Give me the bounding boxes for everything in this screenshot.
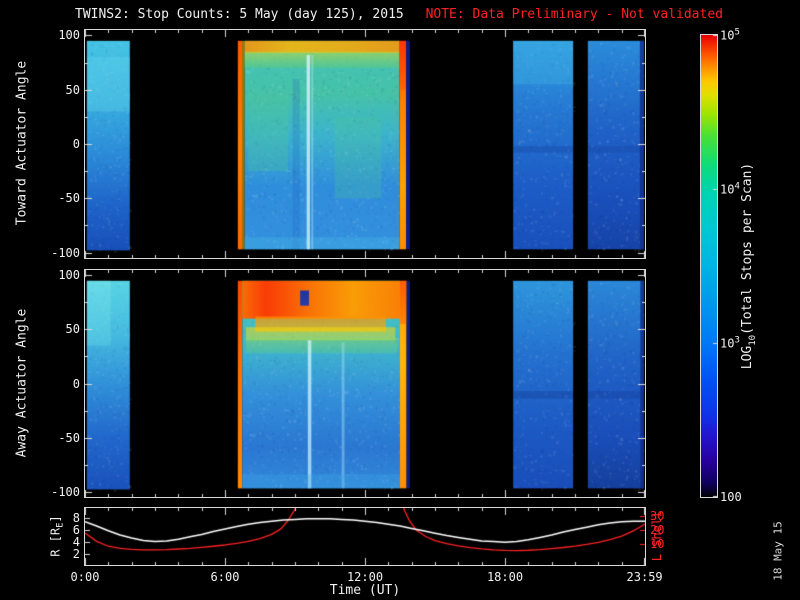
angle-tick-label: 50 (65, 322, 80, 337)
toward-axis-label: Toward Actuator Angle (14, 60, 30, 226)
time-tick-label: 0:00 (70, 570, 100, 584)
angle-tick-label: 100 (58, 28, 80, 43)
time-tick-label: 18:00 (486, 570, 524, 584)
r-tick-label: 2 (72, 547, 80, 562)
orbit-line-panel (84, 507, 646, 566)
colorbar-tick-label: 105 (720, 27, 740, 43)
colorbar-tick-label: 100 (720, 490, 742, 504)
angle-tick-label: 0 (72, 137, 80, 151)
time-tick-label: 23:59 (626, 570, 663, 584)
angle-tick-label: 0 (72, 376, 80, 391)
r-tick-label: 4 (72, 535, 80, 550)
r-axis-label-sub: E (55, 522, 66, 528)
r-tick-label: 6 (72, 523, 80, 538)
toward-spectrogram-canvas (85, 30, 645, 258)
angle-tick-label: -100 (51, 245, 80, 260)
lshell-tick-label: 10 (650, 537, 665, 552)
away-axis-label: Away Actuator Angle (14, 308, 30, 458)
angle-tick-label: -100 (51, 484, 80, 499)
toward-spectrogram-panel (84, 29, 646, 259)
orbit-line-canvas (85, 508, 645, 565)
colorbar-tick-label: 104 (720, 181, 740, 197)
preliminary-note: NOTE: Data Preliminary - Not validated (425, 7, 723, 22)
away-spectrogram-canvas (85, 270, 645, 497)
lshell-tick-label: 30 (650, 509, 665, 524)
r-axis-label: R [RE] (48, 515, 65, 557)
r-tick-label: 8 (72, 511, 80, 526)
figure-title-row: TWINS2: Stop Counts: 5 May (day 125), 20… (75, 7, 723, 22)
time-axis-label: Time (UT) (329, 583, 401, 598)
colorbar-title-sub: 10 (747, 334, 758, 346)
colorbar-title: LOG10(Total Stops per Scan) (740, 163, 758, 370)
colorbar-tick-label: 103 (720, 335, 740, 351)
r-axis-label-pre: R [R (48, 527, 63, 557)
colorbar-title-post: (Total Stops per Scan) (740, 162, 756, 335)
angle-tick-label: -50 (58, 430, 80, 445)
figure-title: TWINS2: Stop Counts: 5 May (day 125), 20… (75, 7, 404, 22)
date-stamp: 18 May 15 (771, 521, 785, 581)
angle-tick-label: 100 (58, 268, 80, 283)
time-tick-label: 12:00 (346, 570, 384, 584)
away-spectrogram-panel (84, 269, 646, 498)
angle-tick-label: -50 (58, 191, 80, 206)
lshell-tick-label: 20 (650, 523, 665, 538)
colorbar-title-pre: LOG (740, 345, 756, 370)
colorbar (700, 34, 718, 498)
colorbar-gradient (701, 35, 717, 497)
time-tick-label: 6:00 (210, 570, 240, 584)
angle-tick-label: 50 (65, 82, 80, 97)
r-axis-label-post: ] (48, 515, 63, 523)
